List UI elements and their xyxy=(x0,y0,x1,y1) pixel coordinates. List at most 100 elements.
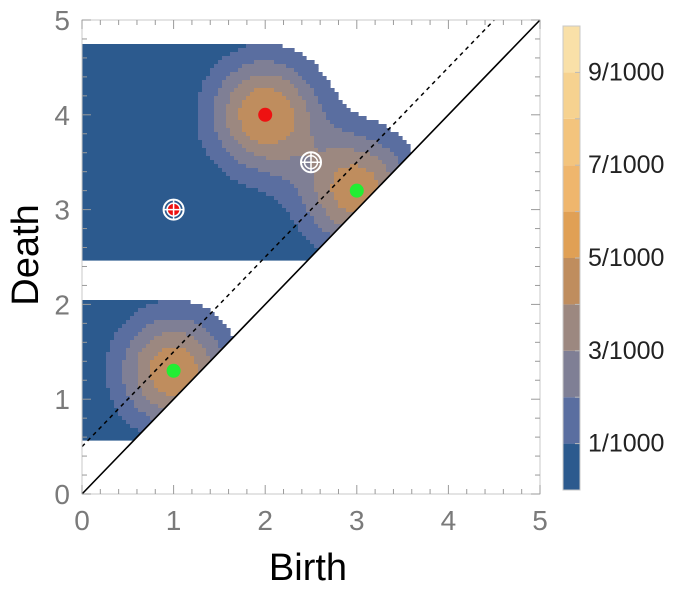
heat-cell xyxy=(306,100,319,105)
heat-cell xyxy=(310,160,383,165)
density-heatmap xyxy=(82,44,427,441)
heat-cell xyxy=(194,336,215,341)
plot-frame xyxy=(81,19,541,495)
heat-cell xyxy=(126,352,139,357)
heat-cell xyxy=(326,208,347,213)
heat-cell xyxy=(374,204,391,209)
heat-cell xyxy=(278,140,315,145)
heat-cell xyxy=(82,44,247,49)
heat-cell xyxy=(210,68,239,73)
heat-cell xyxy=(254,60,275,65)
heat-cell xyxy=(82,408,119,413)
heat-cell xyxy=(194,380,211,385)
heat-cell xyxy=(82,244,315,249)
heat-cell xyxy=(194,376,211,381)
heat-cell xyxy=(126,388,143,393)
heat-cell xyxy=(406,196,427,201)
heat-cell xyxy=(194,320,223,325)
heat-cell xyxy=(206,408,231,413)
heat-cell xyxy=(166,392,179,397)
heat-cell xyxy=(82,144,203,149)
heat-cell xyxy=(298,88,315,93)
heat-cell xyxy=(246,44,283,49)
heat-cell xyxy=(210,368,227,373)
heat-cell xyxy=(218,164,247,169)
heat-cell xyxy=(82,396,111,401)
heat-cell xyxy=(106,360,123,365)
colorbar-band xyxy=(563,72,580,119)
heat-cell xyxy=(270,172,315,177)
heat-cell xyxy=(138,364,151,369)
heat-cell xyxy=(394,192,407,197)
heat-cell xyxy=(282,76,303,81)
heat-cell xyxy=(82,180,239,185)
heat-cell xyxy=(106,368,123,373)
heat-cell xyxy=(310,124,335,129)
heat-cell xyxy=(386,232,411,237)
heat-cell xyxy=(202,344,219,349)
heat-cell xyxy=(406,188,427,193)
heat-cell xyxy=(314,220,335,225)
heat-cell xyxy=(374,200,391,205)
heat-cell xyxy=(378,180,395,185)
heat-cell xyxy=(82,324,123,329)
heat-cell xyxy=(122,380,139,385)
heat-cell xyxy=(82,164,219,169)
colorbar-band xyxy=(563,118,580,166)
heat-cell xyxy=(334,220,379,225)
heat-cell xyxy=(298,92,315,97)
heat-cell xyxy=(242,64,287,69)
dashed-offset-line xyxy=(81,19,495,448)
y-tick-label: 3 xyxy=(54,195,70,226)
heat-cell xyxy=(226,372,243,377)
heat-cell xyxy=(154,336,195,341)
heat-cell xyxy=(210,72,231,77)
heat-cell xyxy=(202,324,227,329)
y-axis-title: Death xyxy=(5,204,47,305)
heat-cell xyxy=(250,76,283,81)
heat-cell xyxy=(370,208,391,213)
heat-cell xyxy=(82,96,199,101)
heat-cell xyxy=(334,172,375,177)
y-tick-label: 4 xyxy=(54,100,70,131)
heat-cell xyxy=(218,396,239,401)
x-axis-title: Birth xyxy=(269,547,347,589)
colorbar-band xyxy=(563,397,580,444)
heat-cell xyxy=(250,92,283,97)
heat-cell xyxy=(82,132,199,137)
heat-cell xyxy=(242,100,291,105)
heat-cell xyxy=(294,112,311,117)
heat-cell xyxy=(202,392,219,397)
heat-cell xyxy=(294,68,319,73)
heat-cell xyxy=(130,340,151,345)
heat-cell xyxy=(378,188,395,193)
heat-cell xyxy=(202,80,223,85)
heat-cell xyxy=(230,152,255,157)
heat-cell xyxy=(110,392,127,397)
heat-cell xyxy=(238,112,263,117)
heat-cell xyxy=(302,200,319,205)
heat-cell xyxy=(138,308,211,313)
heat-cell xyxy=(110,388,127,393)
heat-cell xyxy=(318,96,339,101)
heat-cell xyxy=(294,184,315,189)
heat-cell xyxy=(258,188,299,193)
heat-cell xyxy=(302,232,331,237)
heat-cell xyxy=(238,180,291,185)
heat-cell xyxy=(226,76,251,81)
heat-cell xyxy=(310,156,379,161)
heat-cell xyxy=(198,116,215,121)
heat-cell xyxy=(278,200,303,205)
heat-cell xyxy=(314,176,335,181)
heat-cell xyxy=(314,216,331,221)
heat-cell xyxy=(82,184,247,189)
heat-cell xyxy=(82,436,155,441)
heat-cell xyxy=(366,240,403,245)
heat-cell xyxy=(390,200,407,205)
heat-cell xyxy=(226,124,243,129)
heat-cell xyxy=(294,116,311,121)
heat-cell xyxy=(190,384,207,389)
heat-cell xyxy=(82,104,199,109)
heat-cell xyxy=(234,136,251,141)
